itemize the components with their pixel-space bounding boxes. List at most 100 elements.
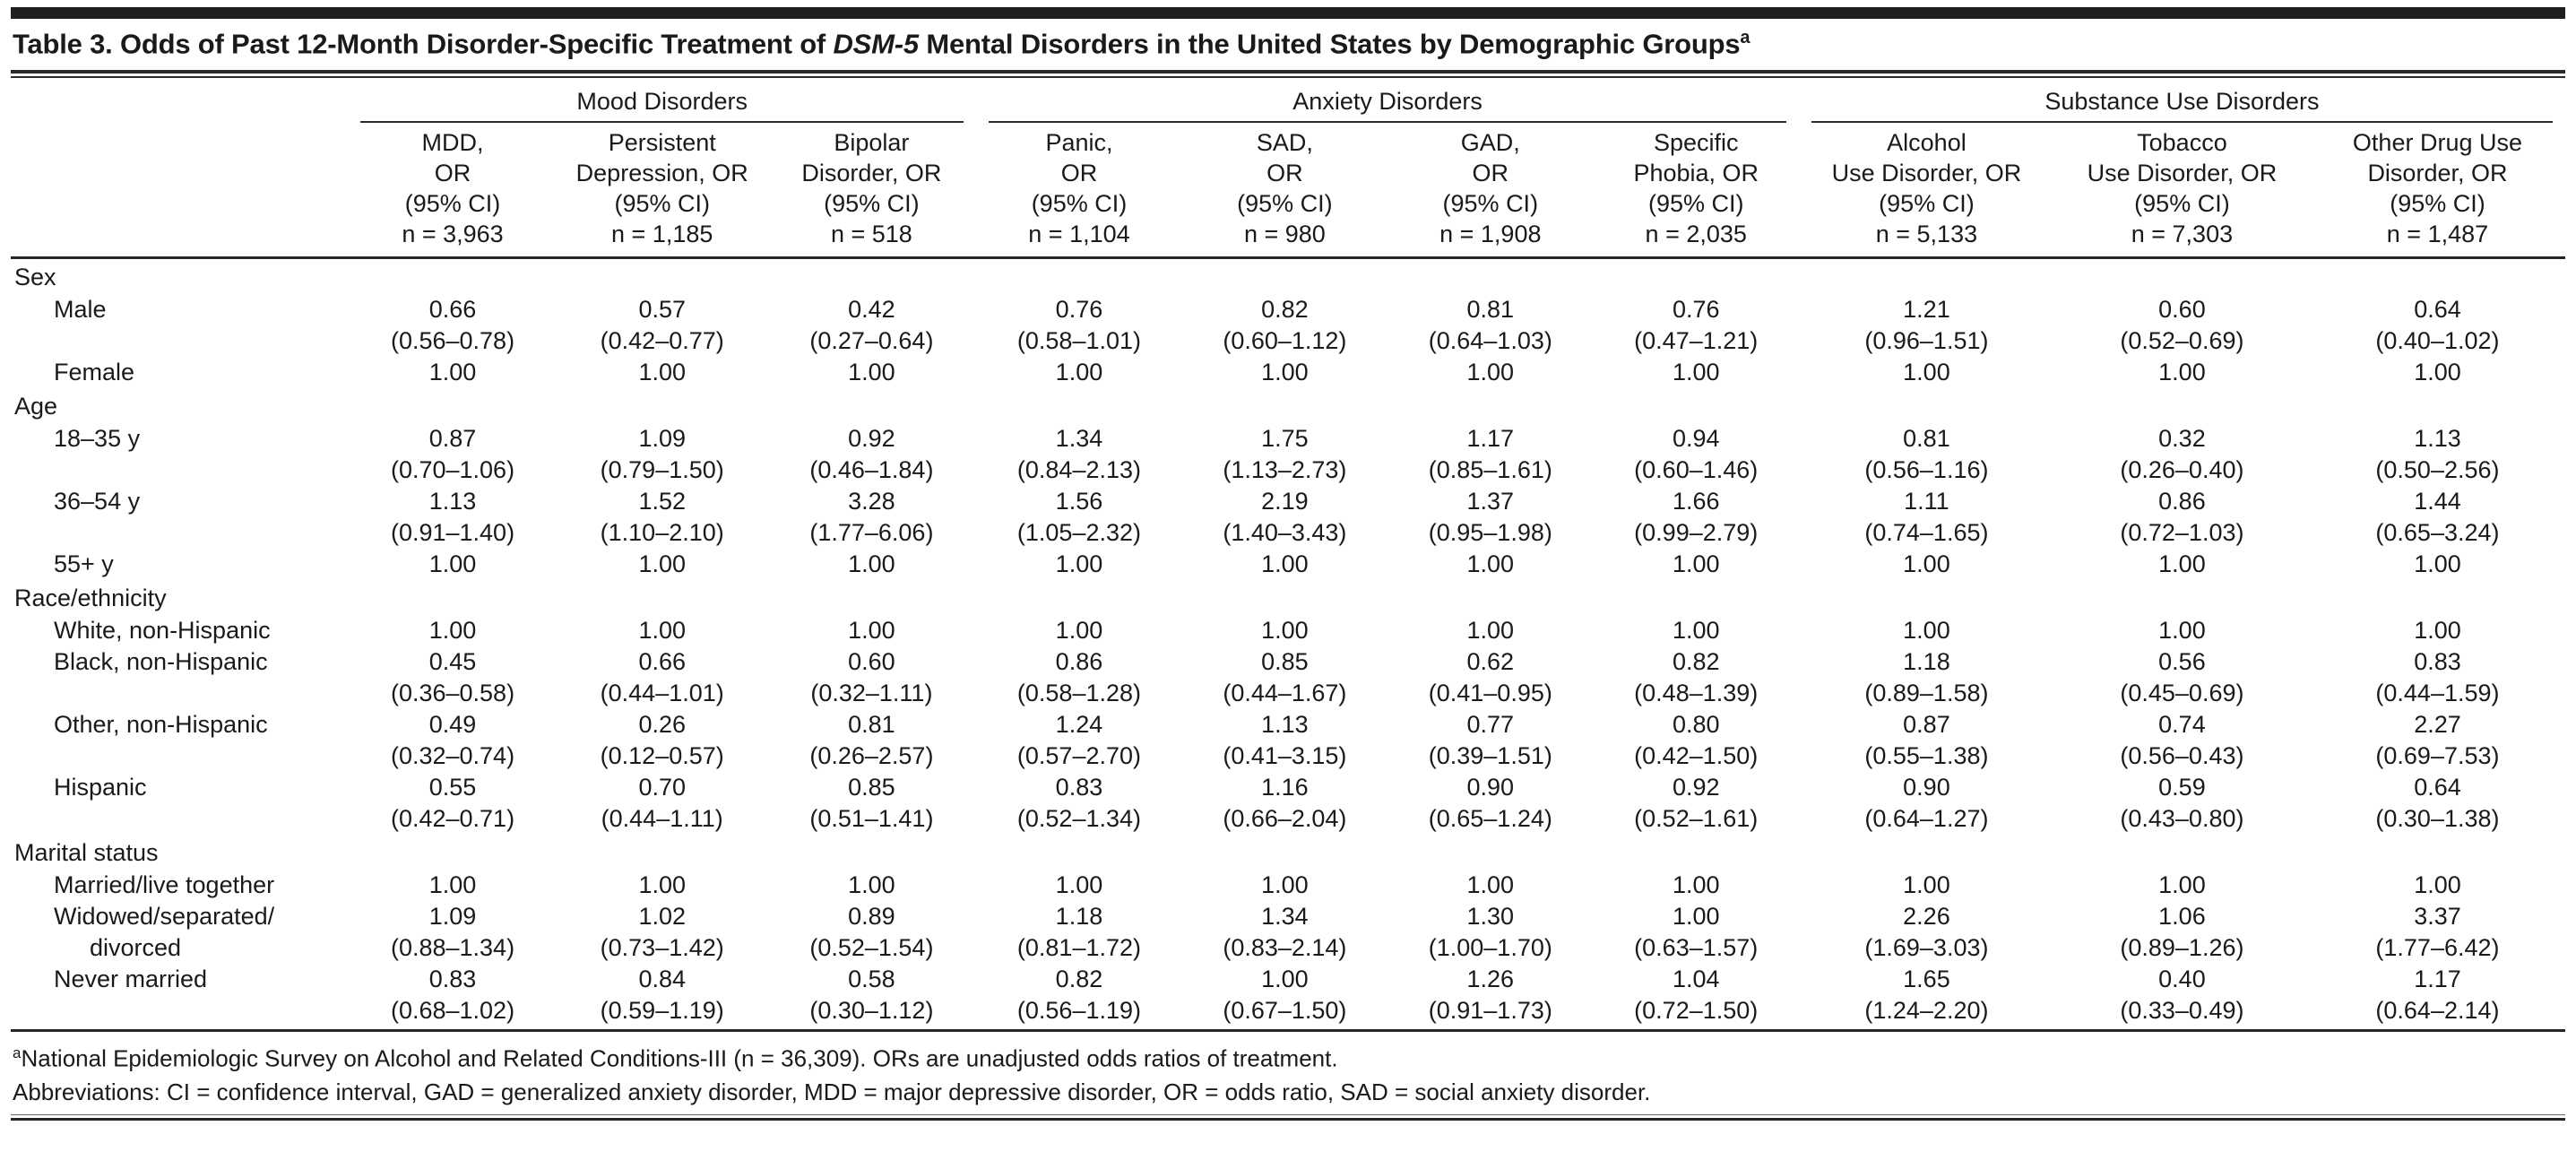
or-value-cell: 1.16 <box>1261 774 1309 801</box>
or-value-cell: 1.00 <box>638 359 686 386</box>
section-label: Marital status <box>14 839 159 867</box>
or-value-cell: 1.00 <box>2414 359 2461 386</box>
ci-value-cell: (0.88–1.34) <box>390 934 515 962</box>
or-value-cell: 1.44 <box>2414 488 2461 515</box>
or-value-cell: 0.92 <box>1672 774 1720 801</box>
ci-value-cell: (0.30–1.12) <box>809 997 934 1025</box>
or-value-cell: 0.83 <box>2414 648 2461 676</box>
data-row-or: Married/live together 1.00 1.00 1.00 1.00 1.0… <box>11 870 2565 901</box>
ci-value-cell: (0.56–0.78) <box>390 327 515 355</box>
or-value-cell: 0.32 <box>2158 425 2206 453</box>
data-row-ci: (0.68–1.02) (0.59–1.19) (0.30–1.12) (0.56–1… <box>11 995 2565 1026</box>
row-label-continuation <box>11 803 348 835</box>
row-label-continuation <box>11 678 348 709</box>
ci-value-cell: (1.69–3.03) <box>1864 934 1989 962</box>
row-label-continuation <box>11 455 348 486</box>
data-row-or: White, non-Hispanic 1.00 1.00 1.00 1.00 1.00 1… <box>11 615 2565 646</box>
or-value-cell: 1.00 <box>428 359 477 386</box>
or-value-cell: 0.26 <box>638 711 686 739</box>
or-value-cell: 0.80 <box>1672 711 1720 739</box>
or-value-cell: 1.00 <box>2414 617 2461 645</box>
section-row: Sex <box>11 258 2565 295</box>
or-value-cell: 1.00 <box>1903 617 1950 645</box>
or-value-cell: 1.66 <box>1672 488 1720 515</box>
ci-value-cell: (0.52–1.61) <box>1634 805 1759 833</box>
or-value-cell: 3.37 <box>2414 903 2461 931</box>
or-value-cell: 1.00 <box>2158 871 2206 899</box>
or-value-cell: 1.06 <box>2158 903 2206 931</box>
or-value-cell: 0.90 <box>1466 774 1515 801</box>
or-value-cell: 0.81 <box>1903 425 1950 453</box>
data-row-ci: divorced (0.88–1.34) (0.73–1.42) (0.52–1.54… <box>11 932 2565 964</box>
or-value-cell: 0.87 <box>428 425 477 453</box>
or-value-cell: 1.34 <box>1261 903 1309 931</box>
or-value-cell: 0.82 <box>1261 296 1309 324</box>
or-value-cell: 3.28 <box>848 488 895 515</box>
or-value-cell: 1.24 <box>1055 711 1103 739</box>
footnote-divider <box>11 1029 2565 1033</box>
ci-value-cell: (0.70–1.06) <box>390 456 515 484</box>
or-value-cell: 0.66 <box>428 296 477 324</box>
section-label: Sex <box>14 264 56 291</box>
data-row-ci: (0.32–0.74) (0.12–0.57) (0.26–2.57) (0.57–2… <box>11 741 2565 772</box>
or-value-cell: 1.00 <box>848 359 895 386</box>
ci-value-cell: (0.26–2.57) <box>809 742 934 770</box>
footnote-2: Abbreviations: CI = confidence interval,… <box>13 1076 2563 1109</box>
footnote-mark: a <box>13 1044 22 1062</box>
or-value-cell: 0.83 <box>1055 774 1103 801</box>
ci-value-cell: (1.13–2.73) <box>1223 456 1347 484</box>
row-label-continuation <box>11 517 348 549</box>
or-value-cell: 1.00 <box>1672 550 1720 578</box>
ci-value-cell: (0.44–1.11) <box>601 805 723 833</box>
section-row: Age <box>11 388 2565 423</box>
or-value-cell: 1.00 <box>1672 871 1720 899</box>
ci-value-cell: (0.83–2.14) <box>1223 934 1347 962</box>
or-value-cell: 1.00 <box>428 871 477 899</box>
ci-value-cell: (0.63–1.57) <box>1634 934 1759 962</box>
data-row-or: Black, non-Hispanic 0.45 0.66 0.60 0.86 0.85 0… <box>11 646 2565 678</box>
ci-value-cell: (0.55–1.38) <box>1864 742 1989 770</box>
data-row-ci: (0.70–1.06) (0.79–1.50) (0.46–1.84) (0.84–2… <box>11 455 2565 486</box>
ci-value-cell: (0.27–0.64) <box>809 327 934 355</box>
column-header-8: Alcohol Use Disorder, OR (95% CI) n = 5,… <box>1798 123 2054 260</box>
or-value-cell: 1.13 <box>2414 425 2461 453</box>
title-divider <box>11 70 2565 79</box>
or-value-cell: 0.40 <box>2158 966 2206 993</box>
group-header-label-2: Anxiety Disorders <box>989 83 1786 124</box>
or-value-cell: 1.00 <box>1466 617 1515 645</box>
data-row-ci: (0.36–0.58) (0.44–1.01) (0.32–1.11) (0.58–1… <box>11 678 2565 709</box>
ci-value-cell: (0.36–0.58) <box>390 680 515 707</box>
or-value-cell: 1.00 <box>1672 617 1720 645</box>
table-title-italic: DSM-5 <box>833 28 919 60</box>
or-value-cell: 1.00 <box>848 617 895 645</box>
or-value-cell: 1.00 <box>2158 617 2206 645</box>
ci-value-cell: (0.89–1.26) <box>2120 934 2244 962</box>
ci-value-cell: (0.73–1.42) <box>600 934 724 962</box>
ci-value-cell: (0.47–1.21) <box>1634 327 1759 355</box>
ci-value-cell: (0.57–2.70) <box>1016 742 1142 770</box>
or-value-cell: 0.92 <box>848 425 895 453</box>
or-value-cell: 1.18 <box>1055 903 1103 931</box>
column-header-2: Persistent Depression, OR (95% CI) n = 1… <box>557 123 767 260</box>
column-header-7: Specific Phobia, OR (95% CI) n = 2,035 <box>1593 123 1799 260</box>
ci-value-cell: (0.64–1.27) <box>1864 805 1989 833</box>
ci-value-cell: (0.85–1.61) <box>1428 456 1552 484</box>
ci-value-cell: (0.46–1.84) <box>809 456 934 484</box>
or-value-cell: 2.26 <box>1903 903 1950 931</box>
or-value-cell: 1.00 <box>1466 871 1515 899</box>
or-value-cell: 1.13 <box>1261 711 1309 739</box>
group-header-label-3: Substance Use Disorders <box>1811 83 2553 124</box>
ci-value-cell: (0.42–0.71) <box>390 805 515 833</box>
or-value-cell: 1.02 <box>638 903 686 931</box>
ci-value-cell: (1.77–6.06) <box>809 519 934 547</box>
or-value-cell: 1.18 <box>1903 648 1950 676</box>
or-value-cell: 0.87 <box>1903 711 1950 739</box>
row-label-continuation <box>11 741 348 772</box>
data-row-or: Other, non-Hispanic 0.49 0.26 0.81 1.24 1.13 0… <box>11 709 2565 741</box>
ci-value-cell: (0.60–1.46) <box>1634 456 1759 484</box>
group-header-label-1: Mood Disorders <box>360 83 964 124</box>
row-label: 36–54 y <box>54 488 141 515</box>
bottom-double-rule <box>11 1113 2565 1121</box>
ci-value-cell: (0.30–1.38) <box>2375 805 2500 833</box>
or-value-cell: 1.52 <box>638 488 686 515</box>
